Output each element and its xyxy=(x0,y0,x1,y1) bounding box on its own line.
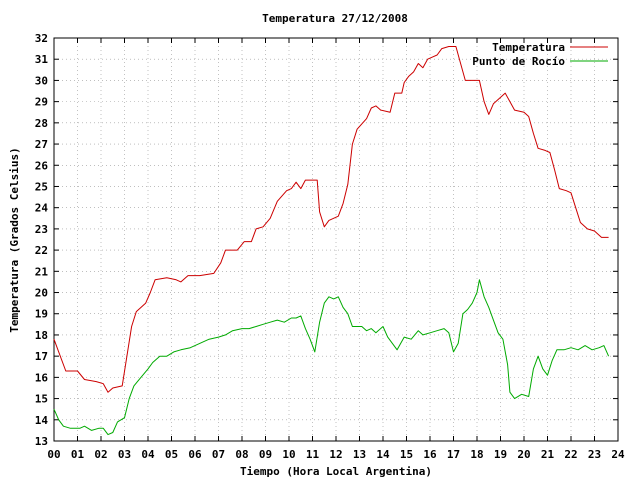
legend-label-temperatura: Temperatura xyxy=(492,41,565,54)
y-tick-label: 32 xyxy=(35,32,48,45)
y-tick-label: 20 xyxy=(35,287,48,300)
x-tick-label: 23 xyxy=(588,448,601,461)
y-tick-label: 17 xyxy=(35,350,48,363)
x-tick-label: 06 xyxy=(188,448,202,461)
y-tick-label: 13 xyxy=(35,435,48,448)
legend: Temperatura Punto de Rocío xyxy=(472,41,608,68)
x-tick-label: 19 xyxy=(494,448,507,461)
y-tick-label: 15 xyxy=(35,393,48,406)
x-tick-label: 08 xyxy=(235,448,248,461)
x-tick-label: 09 xyxy=(259,448,272,461)
x-tick-label: 05 xyxy=(165,448,178,461)
x-tick-label: 22 xyxy=(564,448,577,461)
y-tick-label: 22 xyxy=(35,244,48,257)
x-tick-label: 17 xyxy=(447,448,460,461)
y-tick-label: 27 xyxy=(35,138,48,151)
series-line-temperatura xyxy=(53,46,609,393)
axis-ticks: 00 01 02 03 04 05 06 07 08 09 10 11 12 13 14 15 16 17 18 19… xyxy=(35,32,625,461)
x-tick-label: 01 xyxy=(71,448,85,461)
chart-title: Temperatura 27/12/2008 xyxy=(262,12,408,25)
legend-label-punto-de-rocio: Punto de Rocío xyxy=(472,55,565,68)
x-tick-label: 21 xyxy=(541,448,555,461)
y-tick-label: 18 xyxy=(35,329,48,342)
x-tick-label: 18 xyxy=(470,448,483,461)
y-tick-label: 14 xyxy=(35,414,49,427)
x-tick-label: 02 xyxy=(94,448,107,461)
x-tick-label: 11 xyxy=(306,448,320,461)
series-lines xyxy=(53,46,610,436)
y-tick-label: 26 xyxy=(35,159,49,172)
x-tick-label: 24 xyxy=(611,448,625,461)
x-tick-label: 12 xyxy=(329,448,342,461)
x-tick-label: 04 xyxy=(141,448,155,461)
x-tick-label: 16 xyxy=(423,448,437,461)
x-tick-label: 00 xyxy=(47,448,60,461)
x-tick-label: 03 xyxy=(118,448,131,461)
x-tick-label: 20 xyxy=(517,448,530,461)
y-tick-label: 25 xyxy=(35,180,48,193)
y-tick-label: 23 xyxy=(35,223,48,236)
y-tick-label: 24 xyxy=(35,202,49,215)
y-tick-label: 30 xyxy=(35,74,48,87)
series-line-punto-de-rocio xyxy=(53,279,610,436)
y-tick-label: 21 xyxy=(35,265,49,278)
y-tick-label: 29 xyxy=(35,96,48,109)
y-tick-label: 31 xyxy=(35,53,49,66)
x-axis-label: Tiempo (Hora Local Argentina) xyxy=(240,465,432,478)
x-tick-label: 10 xyxy=(282,448,295,461)
x-tick-label: 15 xyxy=(400,448,413,461)
y-axis-label: Temperatura (Grados Celsius) xyxy=(8,147,21,332)
y-tick-label: 19 xyxy=(35,308,48,321)
x-tick-label: 13 xyxy=(353,448,366,461)
x-tick-label: 14 xyxy=(376,448,390,461)
x-tick-label: 07 xyxy=(212,448,225,461)
y-tick-label: 16 xyxy=(35,371,49,384)
y-tick-label: 28 xyxy=(35,117,48,130)
